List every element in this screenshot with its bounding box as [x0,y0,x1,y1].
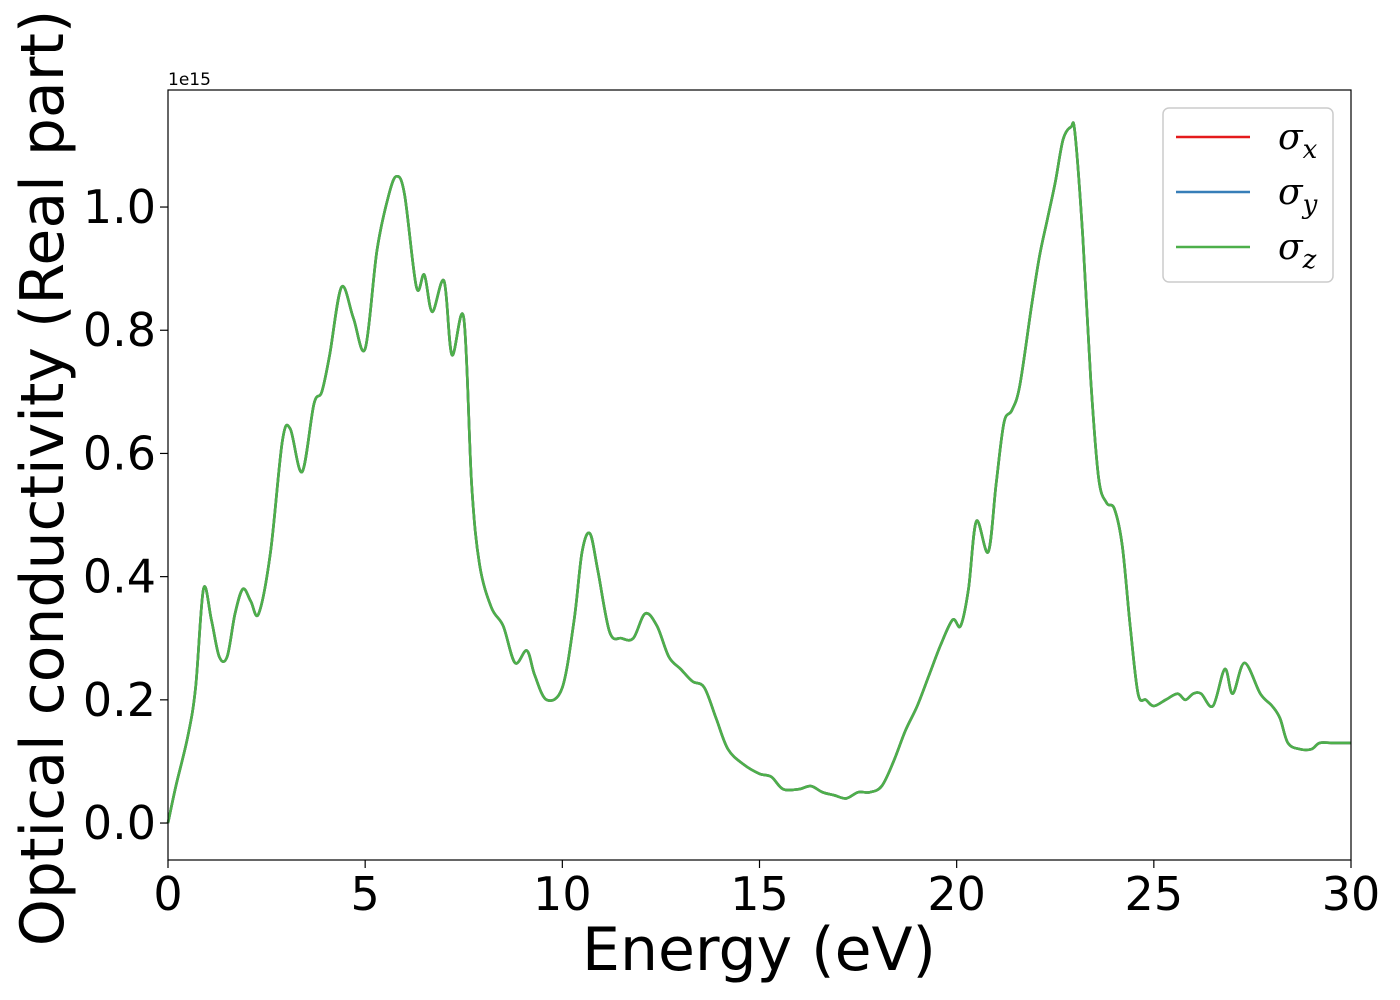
legend-label-sigma-z: σz [1278,227,1317,275]
x-tick-label: 0 [153,867,182,921]
x-tick-label: 25 [1125,867,1184,921]
x-tick-label: 5 [351,867,380,921]
y-axis-title: Optical conductivity (Real part) [8,10,78,947]
x-axis-ticks: 0 5 10 15 20 25 30 [153,860,1380,921]
y-tick-label: 0.2 [83,673,156,727]
x-tick-label: 20 [927,867,986,921]
x-tick-label: 10 [533,867,592,921]
x-tick-label: 15 [730,867,789,921]
legend: σx σy σz [1162,107,1334,283]
y-axis-ticks: 0.0 0.2 0.4 0.6 0.8 1.0 [83,180,168,850]
legend-label-sigma-y: σy [1278,172,1318,220]
y-tick-label: 0.4 [83,550,156,604]
y-tick-label: 1.0 [83,180,156,234]
y-tick-label: 0.0 [83,796,156,850]
legend-label-sigma-x: σx [1278,117,1318,165]
x-axis-title: Energy (eV) [582,915,936,985]
series-line-sigma-z [166,121,1351,824]
y-tick-label: 0.6 [83,426,156,480]
y-axis-offset-label: 1e15 [168,70,211,90]
legend-items: σx σy σz [1176,117,1318,275]
legend-box [1162,107,1334,283]
y-tick-label: 0.8 [83,303,156,357]
x-tick-label: 30 [1322,867,1381,921]
series-layer [166,121,1351,824]
